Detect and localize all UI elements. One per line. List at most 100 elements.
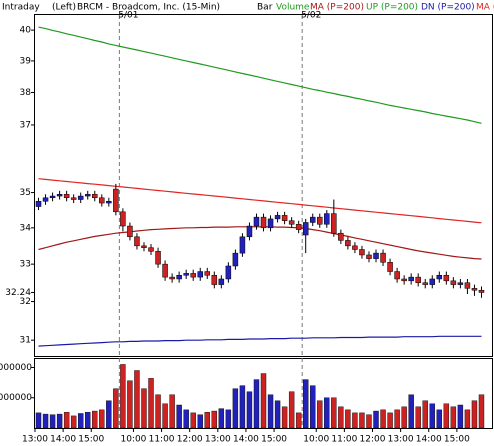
x-tick-label: 14:00	[416, 435, 442, 445]
y-tick-label: 37	[20, 120, 31, 130]
candle-body	[148, 247, 154, 252]
candle-body	[246, 225, 253, 238]
x-tick-label: 14:00	[233, 435, 259, 445]
candle-body	[387, 262, 393, 272]
volume-bar	[85, 412, 91, 429]
candle-body	[35, 201, 42, 207]
volume-bar	[246, 391, 253, 429]
volume-bar	[35, 412, 42, 429]
y-tick-label: 35	[20, 188, 31, 198]
x-tick-label: 13:00	[205, 435, 231, 445]
legend-entry: MA (P=200)	[310, 3, 364, 13]
candle-body	[183, 273, 189, 276]
candle-body	[338, 232, 344, 241]
volume-bar	[443, 403, 450, 429]
legend-entry: UP (P=200)	[366, 3, 418, 13]
candle-body	[380, 252, 386, 263]
y-tick-label: 38	[20, 88, 32, 98]
y-tick-label: 34	[20, 223, 32, 233]
candle-body	[134, 236, 140, 247]
volume-bar	[408, 394, 414, 429]
volume-bar	[380, 409, 386, 429]
volume-bar	[345, 409, 351, 429]
view-label: Intraday	[2, 3, 40, 13]
volume-bar	[211, 410, 217, 429]
volume-bar	[176, 404, 182, 429]
volume-bar	[450, 406, 457, 429]
volume-bar	[162, 403, 168, 429]
candle-body	[70, 197, 77, 200]
candle-body	[49, 195, 56, 199]
candle-body	[260, 216, 267, 229]
candle-body	[155, 251, 161, 265]
volume-bar	[415, 406, 421, 429]
volume-bar	[387, 412, 393, 429]
candle-body	[120, 211, 126, 227]
volume-bar	[274, 400, 281, 429]
legend-entry: MA (P=200)	[476, 3, 494, 13]
volume-bar	[260, 373, 267, 429]
volume-bar	[253, 379, 260, 429]
legend-volume: Volume	[276, 3, 310, 13]
x-tick-label: 15:00	[261, 435, 287, 445]
candle-body	[232, 252, 239, 267]
candle-body	[197, 271, 203, 278]
x-tick-label: 10:00	[120, 435, 146, 445]
volume-bar	[92, 410, 98, 429]
symbol-label: BRCM - Broadcom, Inc. (15-Min)	[77, 3, 220, 13]
x-tick-label: 11:00	[149, 435, 175, 445]
volume-bar	[359, 412, 365, 429]
candle-body	[436, 275, 443, 280]
x-tick-label: 14:00	[50, 435, 76, 445]
candle-body	[394, 271, 400, 280]
volume-bar	[42, 413, 49, 429]
candle-body	[84, 194, 91, 197]
volume-tick-label: 5000000	[0, 393, 32, 403]
volume-bar	[218, 408, 225, 429]
indicator-line	[38, 178, 482, 224]
scale-label: (Left)	[52, 3, 76, 13]
candle-body	[42, 197, 49, 202]
candle-body	[113, 188, 119, 213]
volume-bar	[63, 412, 70, 429]
candle-body	[106, 201, 112, 204]
candle-body	[366, 254, 372, 259]
volume-bar	[155, 394, 161, 429]
indicator-line	[38, 26, 482, 124]
candle-body	[288, 220, 295, 225]
volume-bar	[99, 409, 105, 429]
volume-bar	[295, 412, 302, 429]
volume-bar	[478, 394, 485, 429]
legend-entry: DN (P=200)	[421, 3, 475, 13]
y-tick-label: 40	[20, 26, 32, 36]
candle-body	[401, 278, 407, 282]
volume-bar	[70, 415, 77, 429]
volume-bar	[331, 397, 337, 429]
candle-body	[317, 216, 323, 225]
volume-bar	[338, 406, 344, 429]
volume-bar	[436, 409, 442, 429]
candle-body	[281, 215, 288, 221]
volume-bar	[401, 406, 407, 429]
candle-body	[450, 280, 457, 285]
candle-body	[471, 288, 478, 291]
volume-bar	[106, 400, 112, 429]
volume-bar	[288, 391, 295, 429]
x-tick-label: 12:00	[360, 435, 386, 445]
volume-bar	[183, 409, 189, 429]
y-tick-label: 33	[20, 260, 31, 270]
candle-body	[302, 222, 309, 236]
volume-panel	[34, 358, 493, 429]
candle-body	[309, 216, 316, 223]
y-tick-label: 32.24	[5, 288, 31, 298]
candle-body	[324, 213, 330, 225]
volume-bar	[190, 412, 196, 429]
price-panel	[34, 14, 493, 357]
candle-body	[267, 218, 274, 229]
candle-body	[274, 215, 281, 220]
style-label: Bar	[257, 3, 273, 13]
candle-body	[190, 273, 196, 278]
volume-bar	[113, 388, 119, 429]
volume-bar	[141, 388, 147, 429]
